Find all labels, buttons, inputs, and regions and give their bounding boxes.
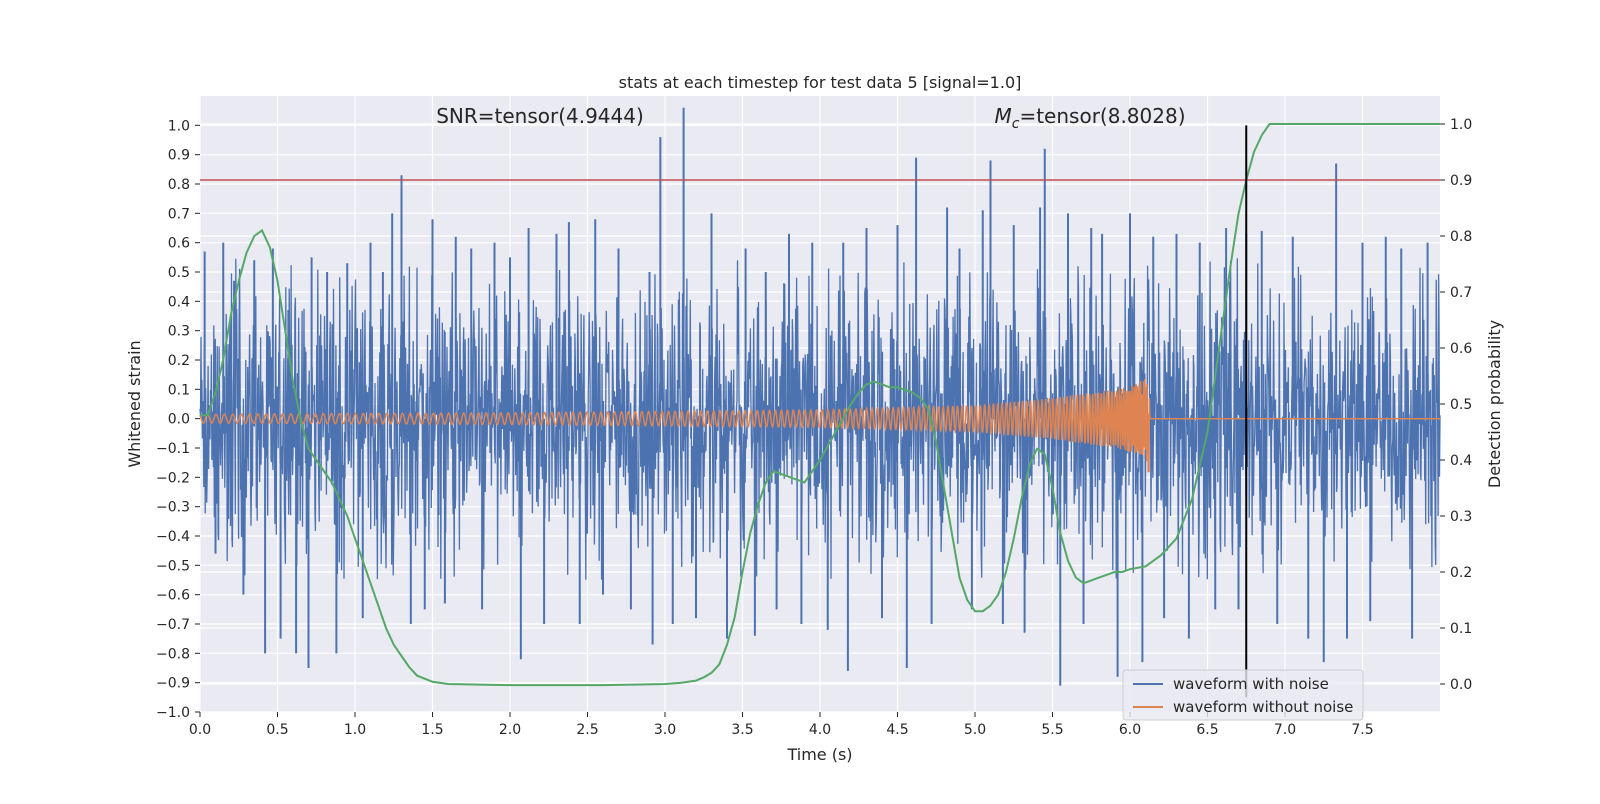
- y-right-tick-label: 0.0: [1450, 677, 1472, 693]
- chart-title: stats at each timestep for test data 5 […: [619, 73, 1022, 92]
- x-tick-label: 3.5: [731, 722, 753, 738]
- y-tick-label: 0.2: [168, 353, 190, 369]
- y-tick-label: −0.8: [156, 646, 190, 662]
- x-axis-label: Time (s): [786, 745, 852, 764]
- x-tick-label: 0.0: [189, 722, 211, 738]
- y-tick-label: −0.9: [156, 676, 190, 692]
- series-layer: [199, 107, 1441, 686]
- x-tick-label: 0.5: [266, 722, 288, 738]
- y-tick-label: 0.0: [168, 412, 190, 428]
- y-right-tick-label: 0.6: [1450, 341, 1472, 357]
- y-tick-label: 0.5: [168, 265, 190, 281]
- mc-value: =tensor(8.8028): [1019, 104, 1185, 128]
- y-right-tick-label: 1.0: [1450, 117, 1472, 133]
- y-tick-label: −1.0: [156, 705, 190, 721]
- y-tick-label: 0.4: [168, 294, 190, 310]
- legend-label-clean: waveform without noise: [1173, 698, 1353, 716]
- x-tick-label: 1.0: [344, 722, 366, 738]
- x-tick-label: 4.5: [886, 722, 908, 738]
- mc-symbol: M: [994, 104, 1011, 128]
- x-tick-label: 5.0: [964, 722, 986, 738]
- y-right-tick-label: 0.2: [1450, 565, 1472, 581]
- axis-layer: 0.0 0.5 1.0 1.5 2.0 2.5 3.0 3.5 4.0 4.5 5.0 5.5 6.0 6…: [156, 117, 1472, 738]
- y-right-tick-label: 0.8: [1450, 229, 1472, 245]
- mc-annotation: Mc=tensor(8.8028): [994, 104, 1185, 132]
- y-tick-label: −0.5: [156, 558, 190, 574]
- x-tick-label: 2.0: [499, 722, 521, 738]
- y-tick-label: 0.3: [168, 324, 190, 340]
- x-tick-label: 7.5: [1351, 722, 1373, 738]
- legend-box: [1122, 669, 1364, 721]
- mc-subscript: c: [1012, 116, 1020, 132]
- x-tick-label: 1.5: [421, 722, 443, 738]
- noisy-waveform-line: [199, 258, 1441, 580]
- y-right-tick-label: 0.9: [1450, 173, 1472, 189]
- legend: waveform with noise waveform without noi…: [1122, 669, 1364, 721]
- y-axis-right-label: Detection probability: [1485, 320, 1504, 488]
- x-tick-label: 7.0: [1274, 722, 1296, 738]
- x-tick-label: 6.0: [1119, 722, 1141, 738]
- y-tick-label: 0.7: [168, 206, 190, 222]
- y-right-tick-label: 0.1: [1450, 621, 1472, 637]
- y-tick-label: −0.3: [156, 500, 190, 516]
- x-tick-label: 2.5: [576, 722, 598, 738]
- y-tick-label: 0.8: [168, 177, 190, 193]
- y-tick-label: −0.6: [156, 588, 190, 604]
- y-right-tick-label: 0.3: [1450, 509, 1472, 525]
- x-tick-label: 4.0: [809, 722, 831, 738]
- y-tick-label: 1.0: [168, 118, 190, 134]
- legend-label-noisy: waveform with noise: [1173, 675, 1329, 693]
- y-tick-label: 0.9: [168, 148, 190, 164]
- y-tick-label: 0.1: [168, 382, 190, 398]
- x-tick-label: 5.5: [1041, 722, 1063, 738]
- y-tick-label: −0.7: [156, 617, 190, 633]
- x-tick-label: 6.5: [1196, 722, 1218, 738]
- y-right-tick-label: 0.7: [1450, 285, 1472, 301]
- clean-waveform-line: [199, 378, 1440, 473]
- y-right-tick-label: 0.5: [1450, 397, 1472, 413]
- y-tick-label: −0.2: [156, 470, 190, 486]
- y-tick-label: 0.6: [168, 236, 190, 252]
- y-axis-label: Whitened strain: [125, 340, 144, 467]
- y-tick-label: −0.4: [156, 529, 190, 545]
- y-tick-label: −0.1: [156, 441, 190, 457]
- x-tick-label: 3.0: [654, 722, 676, 738]
- overlay-layer: [200, 123, 1440, 698]
- snr-annotation: SNR=tensor(4.9444): [436, 104, 644, 128]
- y-right-tick-label: 0.4: [1450, 453, 1472, 469]
- detection-probability-line: [200, 123, 1440, 687]
